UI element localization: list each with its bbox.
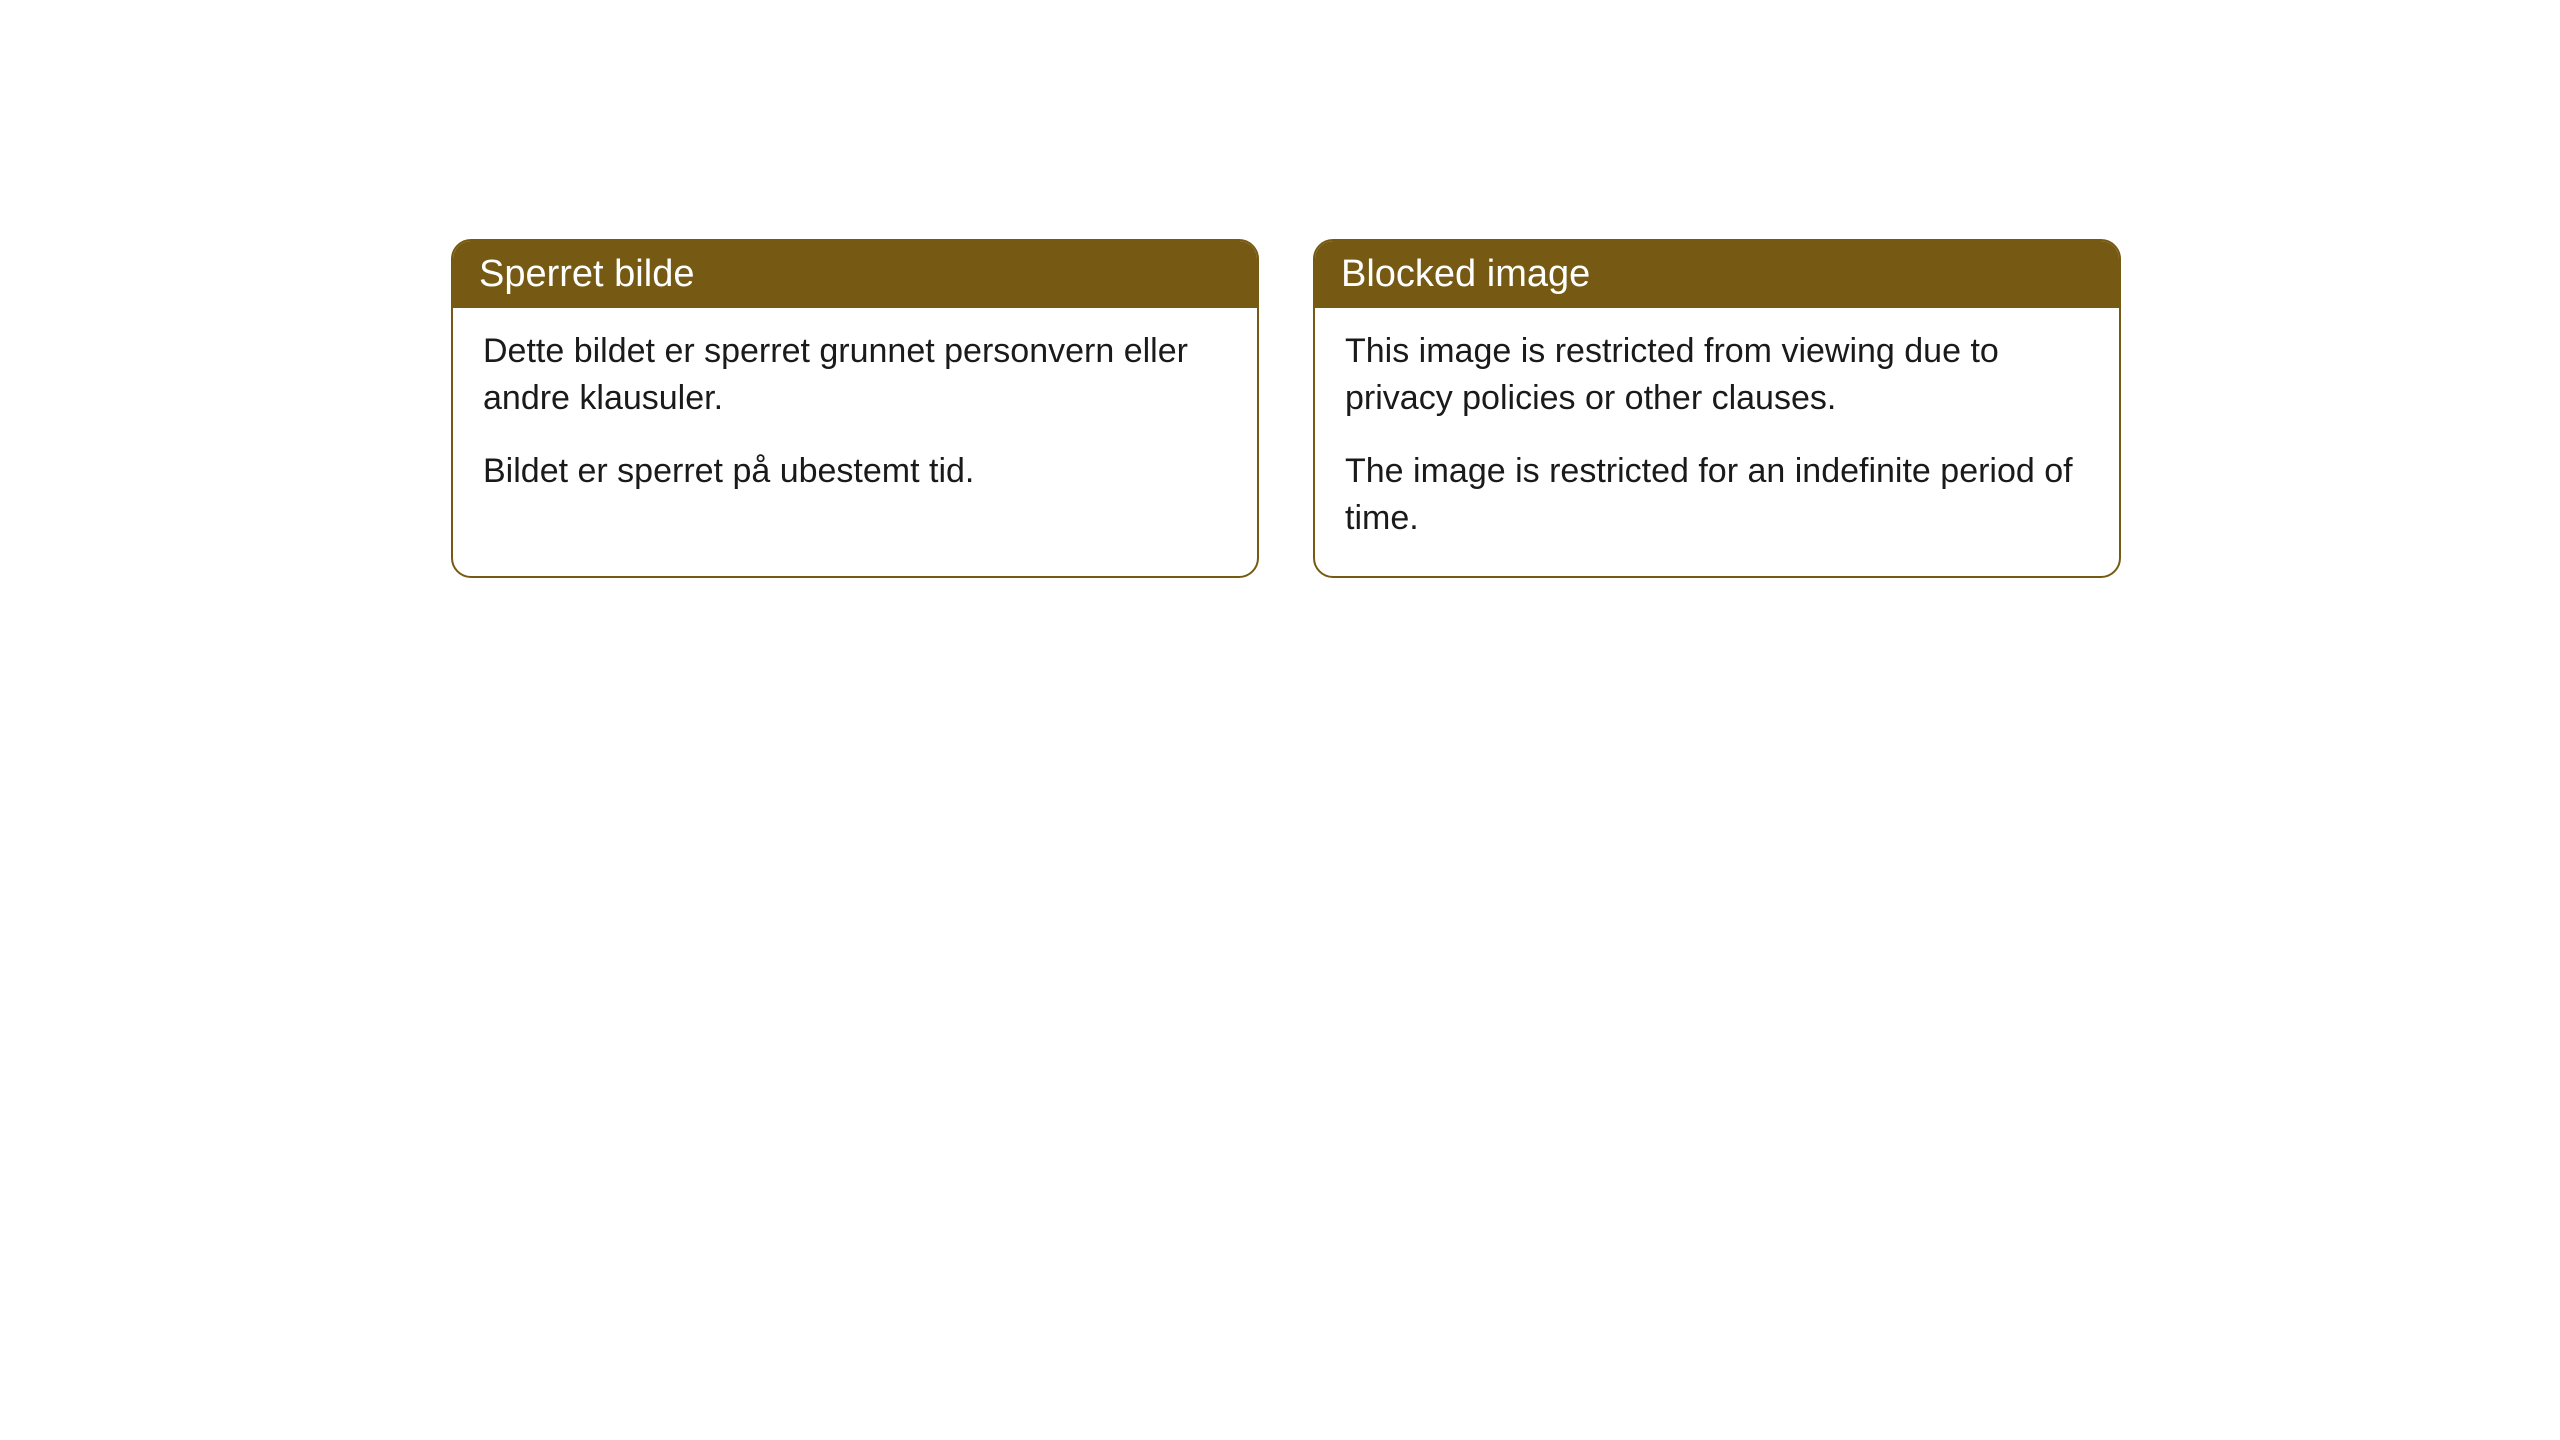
card-title: Blocked image [1341,253,1590,295]
blocked-image-card-norwegian: Sperret bilde Dette bildet er sperret gr… [451,239,1259,578]
card-body: Dette bildet er sperret grunnet personve… [453,308,1257,529]
card-paragraph: This image is restricted from viewing du… [1345,328,2089,422]
card-paragraph: Dette bildet er sperret grunnet personve… [483,328,1227,422]
notice-cards-container: Sperret bilde Dette bildet er sperret gr… [451,239,2121,578]
card-paragraph: The image is restricted for an indefinit… [1345,448,2089,542]
card-paragraph: Bildet er sperret på ubestemt tid. [483,448,1227,495]
card-body: This image is restricted from viewing du… [1315,308,2119,576]
card-header: Blocked image [1315,241,2119,308]
blocked-image-card-english: Blocked image This image is restricted f… [1313,239,2121,578]
card-header: Sperret bilde [453,241,1257,308]
card-title: Sperret bilde [479,253,694,295]
